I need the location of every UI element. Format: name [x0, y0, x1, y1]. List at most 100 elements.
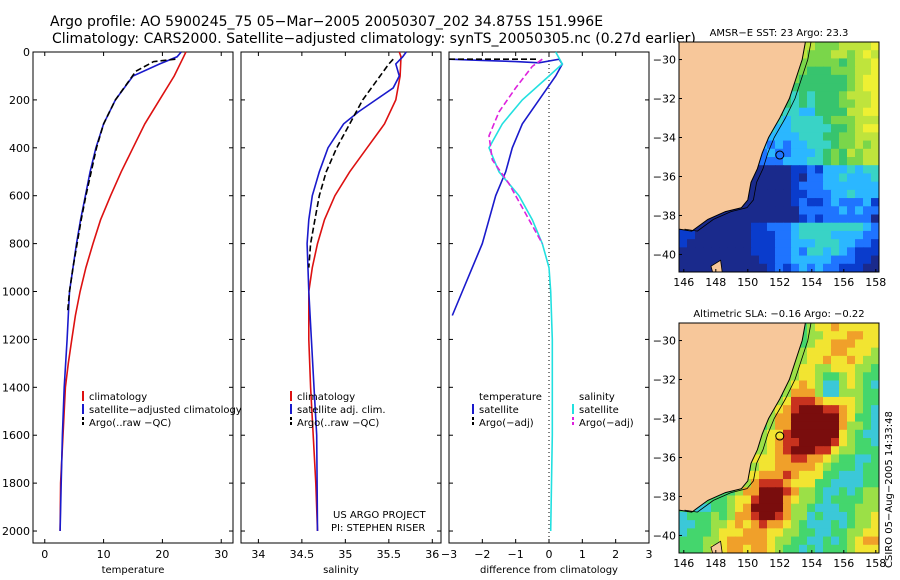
field-cell	[839, 380, 848, 390]
series-climatology	[59, 51, 187, 532]
land-australia	[679, 42, 806, 232]
field-cell	[815, 331, 824, 341]
field-cell	[871, 405, 879, 414]
field-cell	[687, 536, 696, 546]
field-cell	[751, 173, 760, 183]
field-cell	[783, 446, 792, 456]
y-tick-label: 0	[23, 46, 30, 59]
map-y-tick-label: −30	[653, 54, 676, 67]
field-cell	[847, 503, 856, 513]
field-cell	[775, 115, 784, 125]
legend-label: satellite adj. clim.	[297, 405, 386, 416]
field-cell	[831, 454, 840, 464]
field-cell	[767, 239, 776, 248]
field-cell	[847, 115, 856, 125]
field-cell	[783, 528, 792, 538]
field-cell	[823, 429, 832, 439]
field-cell	[847, 528, 856, 538]
field-cell	[847, 124, 856, 133]
field-cell	[743, 495, 752, 505]
field-cell	[807, 520, 816, 529]
field-cell	[807, 99, 816, 109]
field-cell	[767, 263, 776, 272]
field-cell	[871, 107, 879, 117]
field-cell	[839, 214, 848, 224]
field-cell	[831, 74, 840, 84]
field-cell	[799, 462, 808, 472]
field-cell	[735, 247, 744, 257]
field-cell	[871, 511, 879, 521]
field-cell	[839, 74, 848, 84]
field-cell	[687, 247, 696, 257]
field-cell	[847, 405, 856, 414]
field-cell	[759, 429, 768, 439]
field-cell	[687, 263, 696, 272]
field-cell	[679, 247, 688, 257]
field-cell	[839, 132, 848, 142]
field-cell	[767, 446, 776, 456]
field-cell	[839, 91, 848, 101]
field-cell	[727, 230, 736, 240]
panel-frame	[32, 51, 234, 544]
field-cell	[791, 255, 800, 265]
field-cell	[807, 198, 816, 207]
field-cell	[823, 511, 832, 521]
field-cell	[791, 413, 800, 423]
map-title: Altimetric SLA: −0.16 Argo: −0.22	[693, 309, 864, 320]
field-cell	[815, 380, 824, 390]
y-tick-label: 400	[9, 142, 30, 155]
field-cell	[775, 230, 784, 240]
field-cell	[807, 487, 816, 497]
field-cell	[783, 462, 792, 472]
field-cell	[855, 462, 864, 472]
field-cell	[839, 355, 848, 365]
field-cell	[783, 438, 792, 447]
field-cell	[823, 74, 832, 84]
y-tick-label: 1000	[2, 286, 30, 299]
field-cell	[839, 189, 848, 199]
field-cell	[759, 239, 768, 248]
field-cell	[759, 181, 768, 191]
field-cell	[751, 462, 760, 472]
field-cell	[791, 528, 800, 538]
field-cell	[855, 124, 864, 133]
map-y-tick-label: −36	[653, 451, 676, 464]
field-cell	[719, 214, 728, 224]
field-cell	[759, 255, 768, 265]
field-cell	[807, 446, 816, 456]
series-argo-raw-qc-	[308, 58, 394, 268]
field-cell	[815, 413, 824, 423]
field-cell	[799, 544, 808, 553]
field-cell	[831, 503, 840, 513]
field-cell	[839, 495, 848, 505]
profile-panel-2: 34 34.5 35 35.5 36 salinity climatology satelli…	[240, 51, 442, 576]
field-cell	[727, 487, 736, 497]
field-cell	[847, 479, 856, 488]
field-cell	[855, 42, 864, 51]
field-cell	[871, 165, 879, 175]
field-cell	[775, 528, 784, 538]
field-cell	[679, 239, 688, 248]
field-cell	[807, 511, 816, 521]
field-cell	[871, 323, 879, 332]
field-cell	[871, 544, 879, 553]
field-cell	[751, 520, 760, 529]
field-cell	[855, 470, 864, 480]
field-cell	[847, 323, 856, 332]
field-cell	[703, 255, 712, 265]
field-cell	[719, 503, 728, 513]
field-cell	[823, 99, 832, 109]
field-cell	[831, 520, 840, 529]
field-cell	[847, 239, 856, 248]
field-cell	[823, 454, 832, 464]
field-cell	[839, 198, 848, 207]
y-tick-label: 1600	[2, 429, 30, 442]
map-y-tick-label: −38	[653, 209, 676, 222]
field-cell	[775, 487, 784, 497]
field-cell	[815, 396, 824, 406]
field-cell	[807, 222, 816, 232]
field-cell	[807, 339, 816, 349]
field-cell	[855, 222, 864, 232]
field-cell	[799, 405, 808, 414]
field-cell	[807, 107, 816, 117]
